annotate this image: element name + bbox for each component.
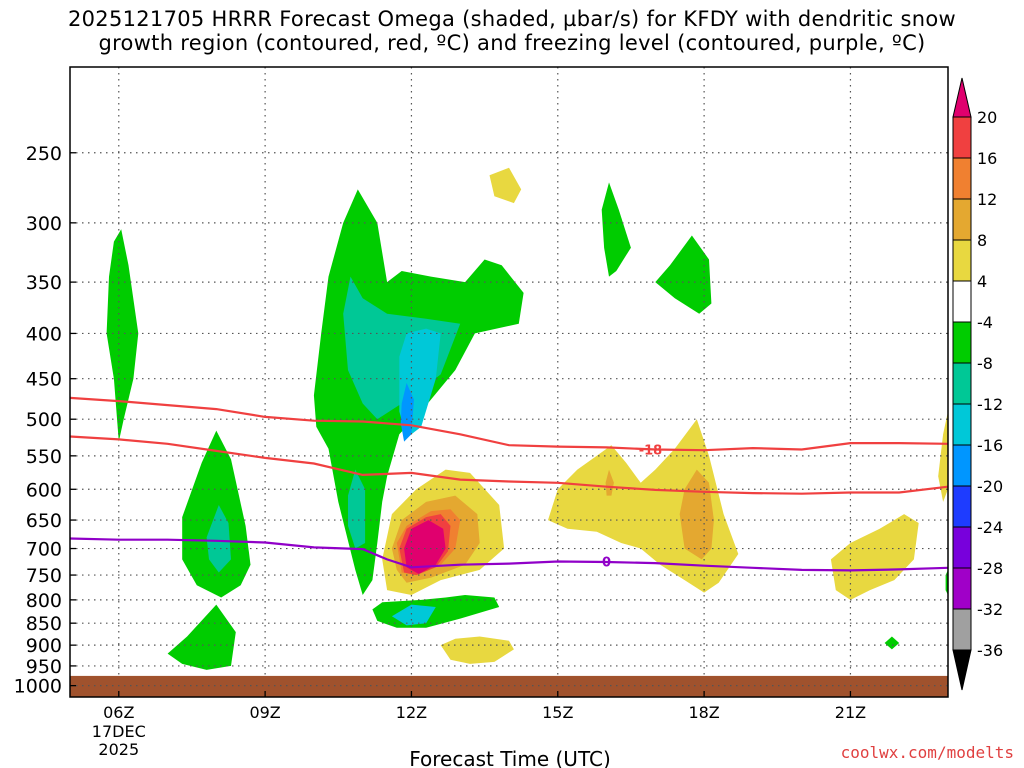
y-tick-label-750: 750: [26, 565, 62, 587]
colorbar-band-11: [952, 567, 972, 610]
x-tick-sublabel: 17DEC: [92, 722, 146, 741]
omega-region-magenta-main-low: [404, 520, 446, 574]
omega-region-orange-right-small: [605, 469, 614, 496]
contour-2: [70, 435, 948, 495]
y-tick-label-300: 300: [26, 213, 62, 235]
colorbar-label-20: 20: [977, 108, 997, 127]
x-tick-label-09Z: 09Z: [249, 703, 280, 722]
x-tick-sublabel: 2025: [98, 740, 139, 759]
colorbar: 20 16 12 8 4 -4 -8 -12 -16 -20 -24 -28 -32 -36: [952, 77, 1003, 691]
colorbar-label--24: -24: [977, 518, 1003, 537]
omega-region-green-bottom: [372, 595, 500, 628]
colorbar-band-4: [952, 280, 972, 323]
colorbar-band-2: [952, 198, 972, 241]
colorbar-band-0: [952, 116, 972, 159]
y-tick-label-1000: 1000: [14, 676, 62, 698]
contour-label: -18: [639, 443, 663, 458]
contour-label: 0: [602, 555, 611, 570]
y-tick-label-250: 250: [26, 143, 62, 165]
colorbar-label-4: 4: [977, 272, 987, 291]
omega-region-yellow-dot: [460, 650, 470, 657]
chart-title-line-2: growth region (contoured, red, ºC) and f…: [98, 31, 926, 55]
contour-lines: -18 0: [70, 396, 948, 572]
colorbar-bottom-arrow: [952, 649, 972, 691]
colorbar-band-10: [952, 526, 972, 569]
y-tick-label-950: 950: [26, 656, 62, 678]
chart-title-line-1: 2025121705 HRRR Forecast Omega (shaded, …: [67, 7, 957, 31]
colorbar-label--36: -36: [977, 641, 1003, 660]
colorbar-band-12: [952, 608, 972, 651]
y-tick-label-800: 800: [26, 590, 62, 612]
y-tick-label-400: 400: [26, 323, 62, 345]
plot-frame: [69, 66, 949, 698]
x-axis-label: Forecast Time (UTC): [409, 747, 611, 768]
colorbar-label-8: 8: [977, 231, 987, 250]
y-tick-label-600: 600: [26, 479, 62, 501]
omega-region-green-bottom-left: [167, 604, 236, 670]
y-tick-label-900: 900: [26, 635, 62, 657]
x-tick-label-21Z: 21Z: [835, 703, 866, 722]
omega-region-green-top-right: [601, 182, 631, 277]
colorbar-top-arrow: [952, 77, 972, 118]
omega-region-yellow-bottom: [440, 636, 514, 664]
colorbar-label--28: -28: [977, 559, 1003, 578]
colorbar-label--8: -8: [977, 354, 993, 373]
omega-region-teal-main: [343, 276, 461, 420]
contour-0: [70, 396, 948, 452]
omega-region-teal-low-left: [206, 505, 231, 573]
colorbar-band-8: [952, 444, 972, 487]
credit-link[interactable]: coolwx.com/modelts: [840, 743, 1014, 762]
ground-surface: [70, 675, 948, 697]
omega-region-cyan-bottom: [391, 604, 436, 626]
y-tick-label-450: 450: [26, 369, 62, 391]
omega-region-green-left: [106, 229, 139, 442]
colorbar-label--32: -32: [977, 600, 1003, 619]
contour-3: [70, 537, 948, 572]
colorbar-label-12: 12: [977, 190, 997, 209]
omega-region-blue-main: [400, 383, 414, 442]
y-tick-label-350: 350: [26, 272, 62, 294]
omega-region-yellow-edge-right: [938, 411, 948, 502]
colorbar-label--12: -12: [977, 395, 1003, 414]
y-tick-label-550: 550: [26, 446, 62, 468]
plot-area: [70, 167, 948, 697]
x-tick-label-15Z: 15Z: [542, 703, 573, 722]
colorbar-band-7: [952, 403, 972, 446]
omega-region-yellow-top: [489, 167, 522, 204]
colorbar-band-9: [952, 485, 972, 528]
x-tick-label-06Z: 06Z: [103, 703, 134, 722]
y-tick-label-700: 700: [26, 539, 62, 561]
grid-lines: [70, 67, 948, 687]
colorbar-band-6: [952, 362, 972, 405]
colorbar-band-3: [952, 239, 972, 282]
colorbar-band-1: [952, 157, 972, 200]
y-tick-label-850: 850: [26, 613, 62, 635]
omega-region-green-right: [655, 235, 712, 314]
colorbar-label--4: -4: [977, 313, 993, 332]
colorbar-band-5: [952, 321, 972, 364]
colorbar-label--16: -16: [977, 436, 1003, 455]
omega-region-green-dot: [884, 636, 900, 650]
x-tick-label-18Z: 18Z: [688, 703, 719, 722]
colorbar-label--20: -20: [977, 477, 1003, 496]
y-tick-label-650: 650: [26, 510, 62, 532]
x-tick-label-12Z: 12Z: [396, 703, 427, 722]
omega-region-yellow-far-right: [830, 514, 919, 600]
colorbar-label-16: 16: [977, 149, 997, 168]
y-tick-label-500: 500: [26, 409, 62, 431]
axes: 2503003504004505005506006507007508008509…: [14, 66, 949, 759]
